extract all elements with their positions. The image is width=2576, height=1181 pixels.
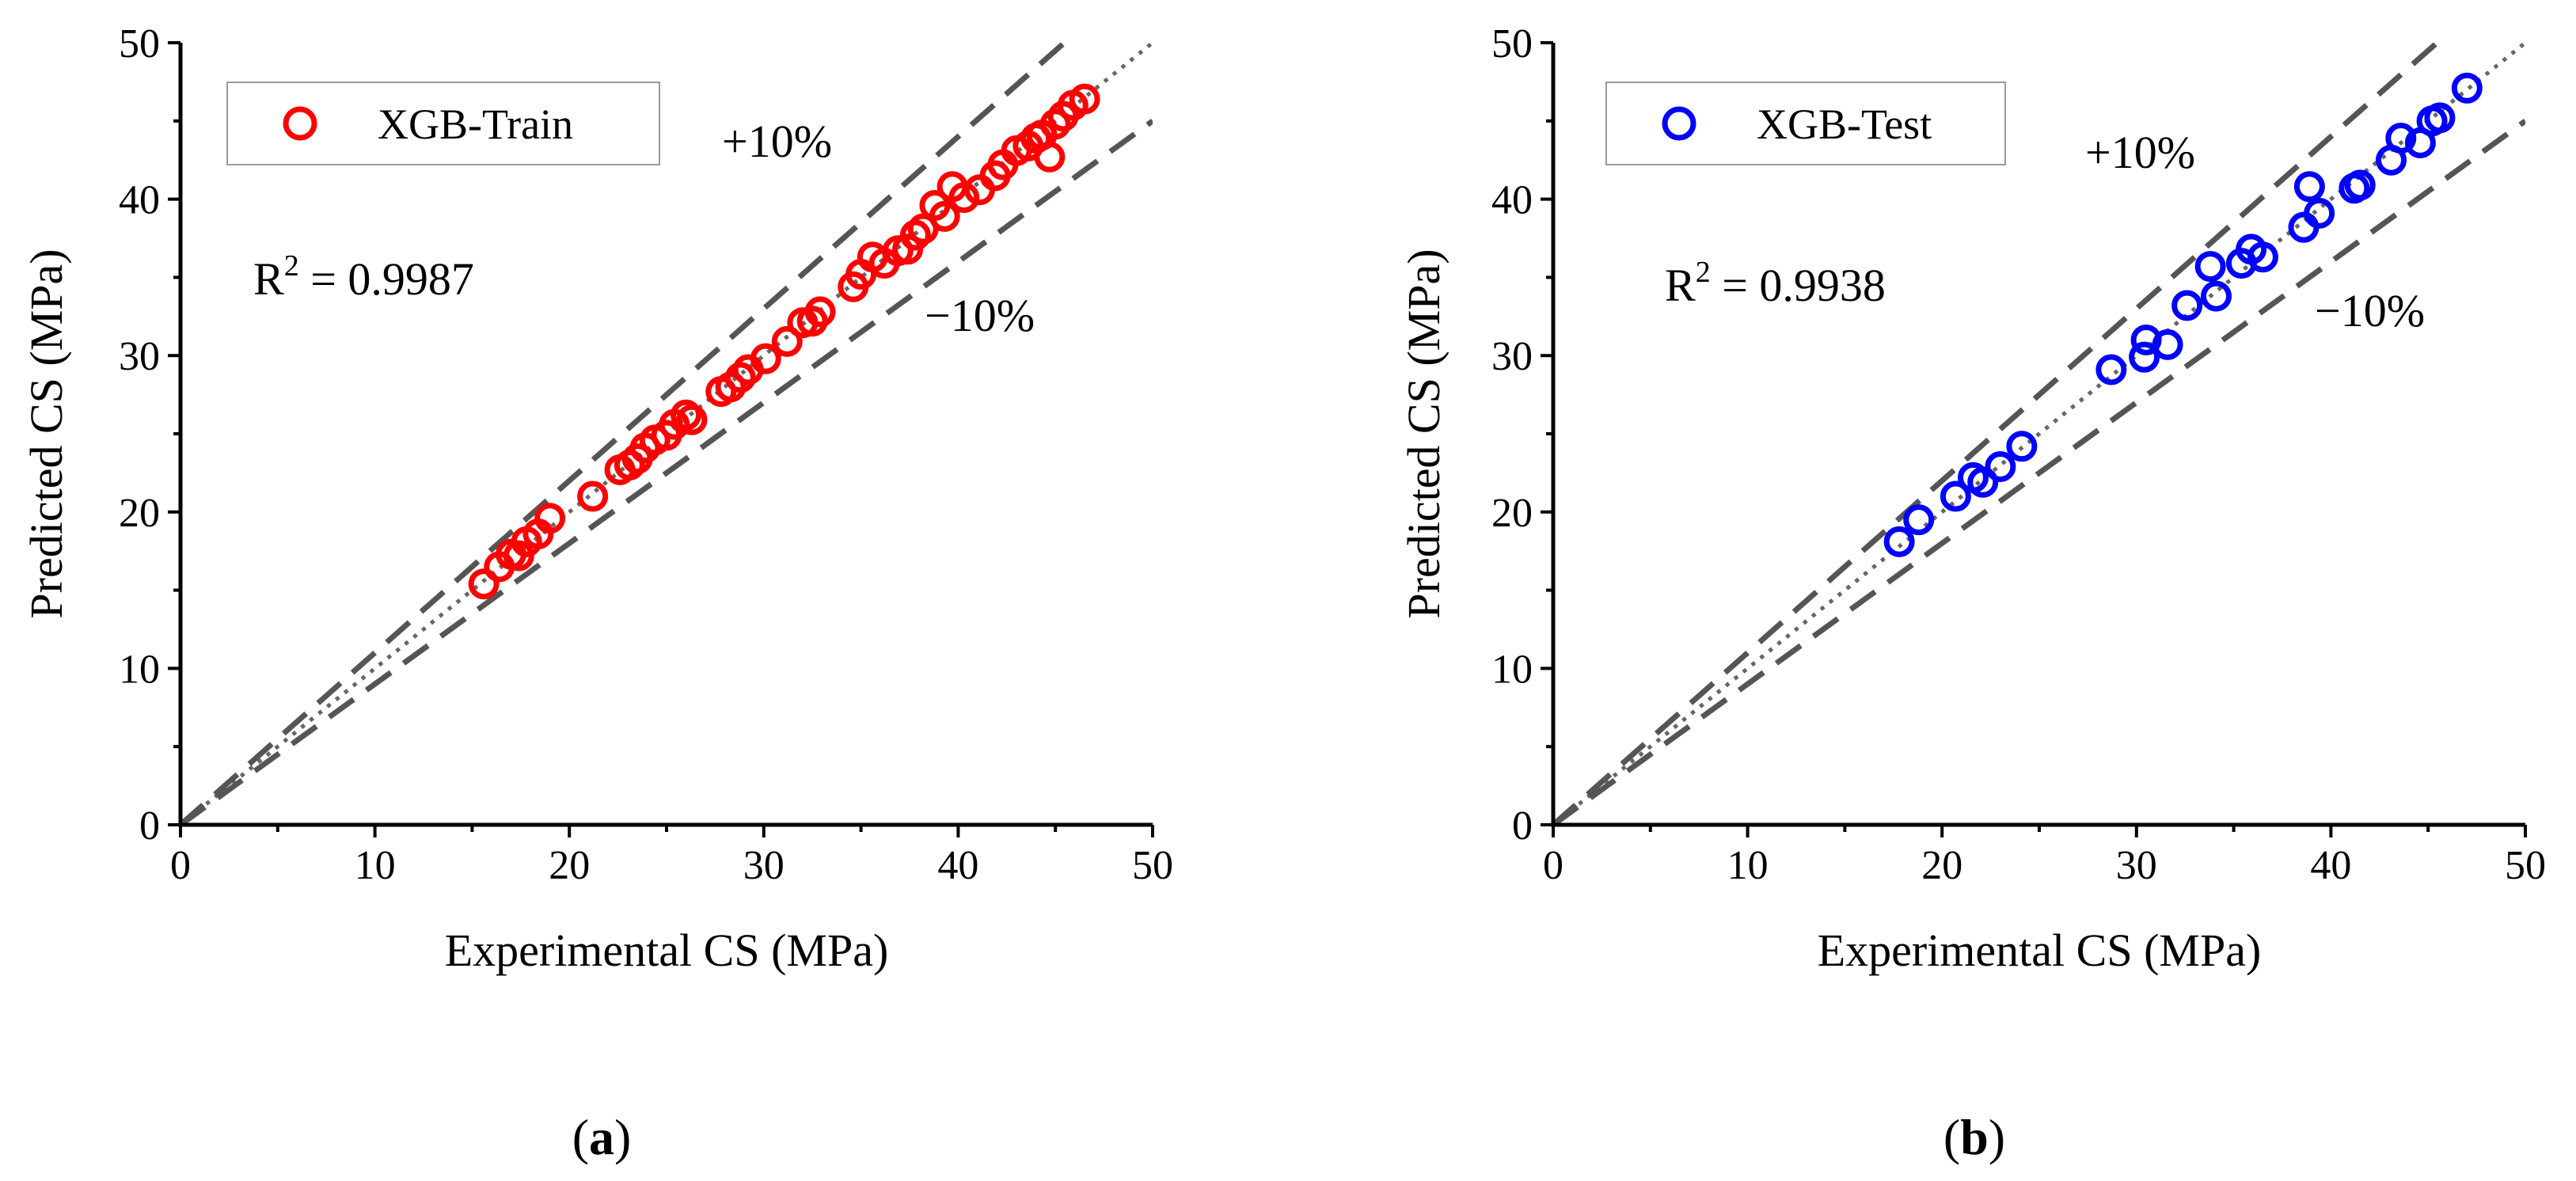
data-point	[724, 362, 756, 393]
y-tick-label: 0	[139, 803, 160, 849]
reference-line-plus-10	[1553, 43, 2439, 825]
panel-label: (a)	[572, 1109, 632, 1165]
x-tick-label: 30	[743, 843, 785, 888]
data-point	[2247, 241, 2278, 273]
x-tick-label: 20	[549, 843, 590, 888]
panel-b: 0 10 20 30 40 50 0 10 20 30 40 50 Experimental CS (M…	[1398, 21, 2546, 1165]
legend: XGB-Test	[1605, 82, 2006, 165]
legend-box	[226, 82, 660, 165]
upper-band-label: +10%	[722, 116, 832, 167]
upper-band-label: +10%	[2085, 127, 2195, 178]
data-point	[676, 404, 708, 435]
y-tick-label: 20	[119, 491, 160, 536]
data-point	[1034, 141, 1066, 173]
data-point	[2152, 328, 2183, 360]
data-point	[2200, 280, 2232, 312]
x-axis-title: Experimental CS (MPa)	[445, 925, 889, 976]
data-point	[2130, 324, 2162, 355]
y-axis-title: Predicted CS (MPa)	[21, 249, 72, 618]
y-tick-label: 30	[119, 334, 160, 379]
data-point	[1883, 526, 1915, 557]
data-point	[2424, 102, 2456, 134]
data-point	[948, 182, 980, 214]
legend-label: XGB-Train	[378, 101, 573, 148]
data-point	[1940, 480, 1971, 512]
y-axis-title: Predicted CS (MPa)	[1398, 249, 1449, 618]
lower-band-label: −10%	[2315, 285, 2425, 336]
data-point	[468, 568, 500, 600]
data-point	[750, 343, 781, 374]
data-point	[671, 399, 702, 431]
data-point	[577, 480, 609, 512]
data-point	[929, 200, 960, 232]
y-tick-label: 30	[1491, 334, 1533, 379]
legend-box	[1605, 82, 2006, 165]
x-tick-label: 20	[1921, 843, 1962, 888]
reference-line-identity	[1553, 43, 2525, 825]
x-tick-label: 0	[1543, 843, 1563, 888]
reference-line-minus-10	[1553, 118, 2525, 825]
y-tick-label: 50	[1491, 21, 1533, 66]
x-tick-label: 40	[2310, 843, 2351, 888]
legend: XGB-Train	[226, 82, 660, 165]
y-tick-label: 10	[119, 647, 160, 692]
data-point	[2293, 171, 2325, 203]
data-point	[771, 325, 803, 357]
y-tick-label: 10	[1491, 647, 1533, 692]
data-point	[1039, 108, 1071, 140]
data-point	[2171, 290, 2203, 321]
data-point	[1069, 83, 1100, 115]
legend-label: XGB-Test	[1757, 101, 1932, 148]
data-point	[2451, 72, 2483, 104]
r-squared-label: R2 = 0.9987	[253, 249, 474, 305]
y-tick-label: 50	[119, 21, 160, 66]
panel-a: 0 10 20 30 40 50 0 10 20 30 40 50 Experimental CS (M…	[21, 21, 1173, 1165]
y-tick-label: 40	[119, 178, 160, 223]
x-tick-label: 30	[2116, 843, 2157, 888]
data-point	[534, 503, 566, 534]
legend-marker	[283, 106, 317, 141]
reference-line-minus-10	[180, 118, 1153, 825]
data-point	[2344, 169, 2376, 201]
data-point	[804, 296, 836, 328]
y-tick-label: 0	[1512, 803, 1533, 849]
x-tick-label: 10	[355, 843, 396, 888]
x-tick-label: 50	[1132, 843, 1173, 888]
lower-band-label: −10%	[925, 290, 1035, 341]
r-squared-label: R2 = 0.9938	[1665, 256, 1886, 311]
x-tick-label: 50	[2505, 843, 2546, 888]
data-point	[2129, 341, 2160, 373]
legend-marker	[1662, 106, 1696, 141]
x-tick-label: 10	[1727, 843, 1769, 888]
data-point	[1903, 504, 1935, 536]
data-point	[2006, 431, 2038, 462]
data-point	[2304, 197, 2335, 229]
data-point	[2194, 251, 2226, 283]
data-point	[1967, 466, 1999, 498]
data-point	[1985, 450, 2016, 482]
data-point	[2095, 354, 2127, 385]
y-tick-label: 40	[1491, 178, 1533, 223]
x-axis-title: Experimental CS (MPa)	[1818, 925, 2262, 976]
data-point	[2288, 211, 2320, 243]
x-tick-label: 0	[170, 843, 191, 888]
reference-line-plus-10	[180, 43, 1066, 825]
panel-label: (b)	[1943, 1109, 2005, 1165]
x-tick-label: 40	[937, 843, 978, 888]
y-tick-label: 20	[1491, 491, 1533, 536]
data-point	[2385, 123, 2417, 154]
